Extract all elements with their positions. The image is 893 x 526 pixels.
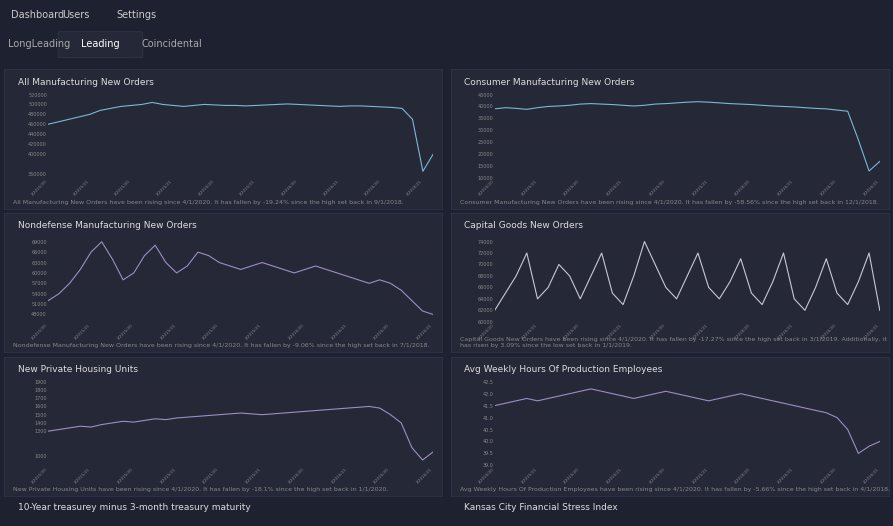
- Text: Nondefense Manufacturing New Orders: Nondefense Manufacturing New Orders: [18, 221, 196, 230]
- Text: LongLeading: LongLeading: [8, 39, 71, 49]
- Text: New Private Housing Units have been rising since 4/1/2020. It has fallen by -18.: New Private Housing Units have been risi…: [13, 487, 388, 492]
- Text: Settings: Settings: [116, 10, 156, 20]
- Text: Capital Goods New Orders: Capital Goods New Orders: [464, 221, 583, 230]
- FancyBboxPatch shape: [58, 32, 143, 58]
- Text: Coincidental: Coincidental: [141, 39, 202, 49]
- Text: Avg Weekly Hours Of Production Employees: Avg Weekly Hours Of Production Employees: [464, 365, 663, 374]
- Text: New Private Housing Units: New Private Housing Units: [18, 365, 138, 374]
- Text: Capital Goods New Orders have been rising since 4/1/2020. It has fallen by -17.2: Capital Goods New Orders have been risin…: [460, 338, 887, 348]
- Text: Consumer Manufacturing New Orders have been rising since 4/1/2020. It has fallen: Consumer Manufacturing New Orders have b…: [460, 200, 879, 205]
- Text: Dashboard: Dashboard: [11, 10, 63, 20]
- Text: Avg Weekly Hours Of Production Employees have been rising since 4/1/2020. It has: Avg Weekly Hours Of Production Employees…: [460, 487, 889, 492]
- Text: Users: Users: [63, 10, 90, 20]
- Text: 10-Year treasurey minus 3-month treasury maturity: 10-Year treasurey minus 3-month treasury…: [18, 503, 250, 512]
- Text: Leading: Leading: [80, 39, 120, 49]
- Text: Kansas City Financial Stress Index: Kansas City Financial Stress Index: [464, 503, 618, 512]
- Text: Nondefense Manufacturing New Orders have been rising since 4/1/2020. It has fall: Nondefense Manufacturing New Orders have…: [13, 343, 430, 348]
- Text: All Manufacturing New Orders: All Manufacturing New Orders: [18, 78, 154, 87]
- Text: All Manufacturing New Orders have been rising since 4/1/2020. It has fallen by -: All Manufacturing New Orders have been r…: [13, 200, 404, 205]
- Text: Consumer Manufacturing New Orders: Consumer Manufacturing New Orders: [464, 78, 635, 87]
